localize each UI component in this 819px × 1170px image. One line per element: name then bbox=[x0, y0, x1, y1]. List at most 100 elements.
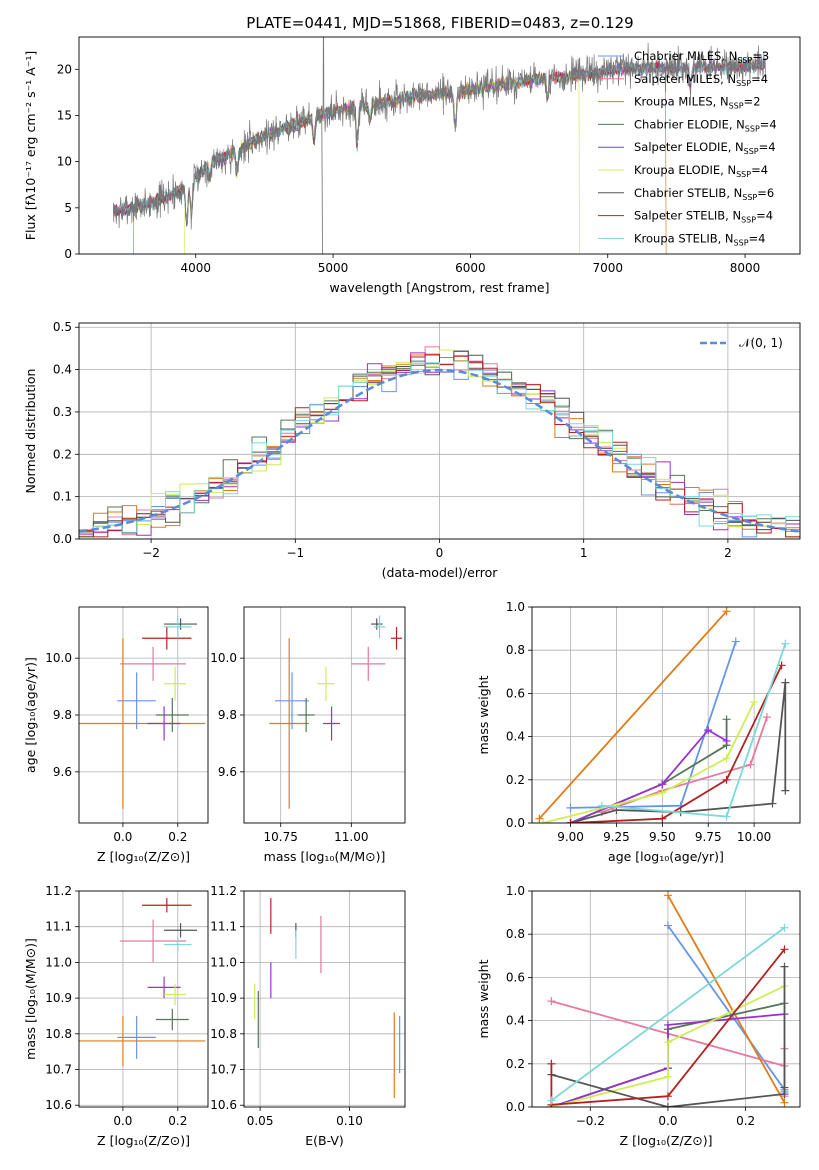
weight-marker bbox=[722, 812, 731, 821]
y-tick-label: 15 bbox=[57, 108, 72, 122]
errorbar-chabrier-stelib bbox=[371, 618, 383, 630]
y-tick-label: 0.4 bbox=[53, 363, 72, 377]
legend-nssp-value: 4 bbox=[761, 163, 768, 177]
weight-marker bbox=[597, 801, 606, 810]
weight-marker bbox=[663, 1103, 672, 1107]
y-tick-label: 0.0 bbox=[506, 816, 525, 830]
y-tick-label: 0.1 bbox=[53, 490, 72, 504]
legend-nssp-value: 6 bbox=[767, 186, 774, 200]
legend-series-name: Salpeter MILES bbox=[634, 72, 720, 86]
weight-line-salpeter-stelib bbox=[570, 664, 783, 823]
legend: 𝒩(0, 1) bbox=[700, 336, 783, 350]
errorbar-chabrier-elodie bbox=[155, 697, 189, 733]
weight-marker bbox=[780, 962, 789, 971]
y-tick-label: 10.0 bbox=[210, 651, 237, 665]
axes-frame bbox=[531, 890, 801, 1108]
y-tick-label: 10.9 bbox=[210, 991, 237, 1005]
x-axis-label: Z [log₁₀(Z/Z⊙)] bbox=[97, 1133, 190, 1148]
chart-weight-vs-Z: −0.2 0.0 0.2 0.0 0.2 0.4 0.6 0.8 1.0 Z [log₁₀(Z/Z… bbox=[476, 884, 801, 1148]
weight-line-kroupa-elodie bbox=[542, 701, 755, 823]
weight-line-kroupa-miles bbox=[538, 610, 728, 820]
weight-line-kroupa-elodie bbox=[551, 985, 785, 1107]
weight-marker bbox=[731, 637, 740, 646]
axes-frame bbox=[78, 890, 209, 1108]
weight-line-salpeter-miles bbox=[601, 716, 768, 814]
legend-nssp-equals: = bbox=[744, 95, 754, 109]
legend-nssp-equals: = bbox=[757, 186, 767, 200]
legend-nssp-value: 3 bbox=[762, 49, 769, 63]
axes: −2 −1 0 1 2 0.0 0.1 0.2 0.3 0.4 0.5 (data-model)/er… bbox=[23, 320, 801, 580]
legend-series-name: Kroupa STELIB bbox=[634, 231, 718, 245]
weight-marker bbox=[663, 1092, 672, 1101]
x-axis-label: E(B-V) bbox=[305, 1133, 344, 1148]
y-tick-label: 0.6 bbox=[506, 686, 525, 700]
y-tick-label: 0.0 bbox=[53, 532, 72, 546]
axes-frame bbox=[531, 606, 801, 824]
x-tick-label: 0.0 bbox=[658, 1114, 677, 1128]
errorbar-chabrier-miles bbox=[275, 672, 309, 730]
y-tick-label: 0.2 bbox=[506, 1057, 525, 1071]
y-tick-label: 0.2 bbox=[506, 773, 525, 787]
weight-marker bbox=[663, 1038, 672, 1047]
legend-nssp-label: , N bbox=[713, 95, 729, 109]
weight-marker bbox=[704, 726, 713, 735]
y-tick-label: 0.5 bbox=[53, 320, 72, 334]
errorbar-kroupa-miles bbox=[79, 1015, 206, 1066]
weight-marker bbox=[658, 788, 667, 797]
x-axis-label: (data-model)/error bbox=[382, 565, 499, 580]
errorbar-kroupa-elodie bbox=[164, 666, 187, 701]
errorbar-kroupa-stelib bbox=[164, 937, 192, 952]
errorbar-chabrier-stelib bbox=[164, 923, 198, 938]
y-axis-label: mass [log₁₀(M/M⊙)] bbox=[23, 938, 38, 1060]
chart-age-vs-Z: 0.0 0.2 9.6 9.8 10.0 Z [log₁₀(Z/Z⊙)] age [log₁… bbox=[23, 606, 209, 864]
legend-nssp-label: , N bbox=[721, 49, 737, 63]
errorbar-kroupa-stelib bbox=[373, 615, 386, 639]
plot-area bbox=[112, 37, 766, 254]
weight-marker bbox=[547, 1059, 556, 1068]
legend-nssp-label: , N bbox=[726, 186, 742, 200]
legend-subscript: SSP bbox=[729, 102, 744, 111]
weight-marker bbox=[780, 1083, 789, 1092]
y-axis-label: mass weight bbox=[476, 675, 491, 754]
axes: −0.2 0.0 0.2 0.0 0.2 0.4 0.6 0.8 1.0 Z [log₁₀(Z/Z… bbox=[476, 884, 801, 1148]
x-tick-label: 11.00 bbox=[334, 830, 368, 844]
y-tick-label: 5 bbox=[64, 201, 72, 215]
y-tick-label: 0.4 bbox=[506, 730, 525, 744]
legend-series-name: Salpeter ELODIE bbox=[634, 140, 728, 154]
plot-area bbox=[79, 615, 206, 809]
legend-label-salpeter-miles: Salpeter MILES, NSSP=4 bbox=[634, 72, 768, 88]
legend-nssp-label: , N bbox=[728, 140, 744, 154]
legend-subscript: SSP bbox=[742, 193, 757, 202]
weight-line-kroupa-miles bbox=[667, 894, 786, 1104]
weight-marker bbox=[746, 760, 755, 769]
legend-nssp-label: , N bbox=[720, 163, 736, 177]
x-tick-label: −1 bbox=[286, 546, 304, 560]
weight-marker bbox=[781, 639, 790, 648]
weight-marker bbox=[780, 923, 789, 932]
y-tick-label: 11.1 bbox=[210, 920, 237, 934]
legend-subscript: SSP bbox=[744, 147, 759, 156]
y-tick-label: 10.6 bbox=[45, 1098, 72, 1112]
weight-marker bbox=[658, 780, 667, 789]
chart-age-vs-mass: 10.75 11.00 9.6 9.8 10.0 mass [log₁₀(M/M⊙)] bbox=[210, 606, 406, 864]
chart-spectrum: 4000 5000 6000 7000 8000 0 5 10 15 20 wavelength [… bbox=[23, 36, 801, 295]
x-tick-label: −0.2 bbox=[576, 1114, 605, 1128]
x-tick-label: 0.10 bbox=[336, 1114, 363, 1128]
axes: 0.0 0.2 10.6 10.7 10.8 10.9 11.0 11.1 11.2 Z [log… bbox=[23, 884, 209, 1148]
weight-line-salpeter-stelib bbox=[550, 948, 786, 1106]
legend-subscript: SSP bbox=[736, 79, 751, 88]
weight-marker bbox=[663, 1020, 672, 1029]
weight-marker bbox=[722, 736, 731, 745]
weight-marker bbox=[722, 775, 731, 784]
legend-nssp-equals: = bbox=[752, 49, 762, 63]
legend-subscript: SSP bbox=[737, 56, 752, 65]
legend-nssp-equals: = bbox=[759, 140, 769, 154]
errorbar-kroupa-elodie bbox=[317, 666, 335, 701]
weight-marker bbox=[663, 1072, 672, 1081]
axes-frame bbox=[78, 36, 801, 255]
y-tick-label: 0.3 bbox=[53, 405, 72, 419]
x-tick-label: 0.2 bbox=[168, 830, 187, 844]
weight-marker bbox=[780, 945, 789, 954]
